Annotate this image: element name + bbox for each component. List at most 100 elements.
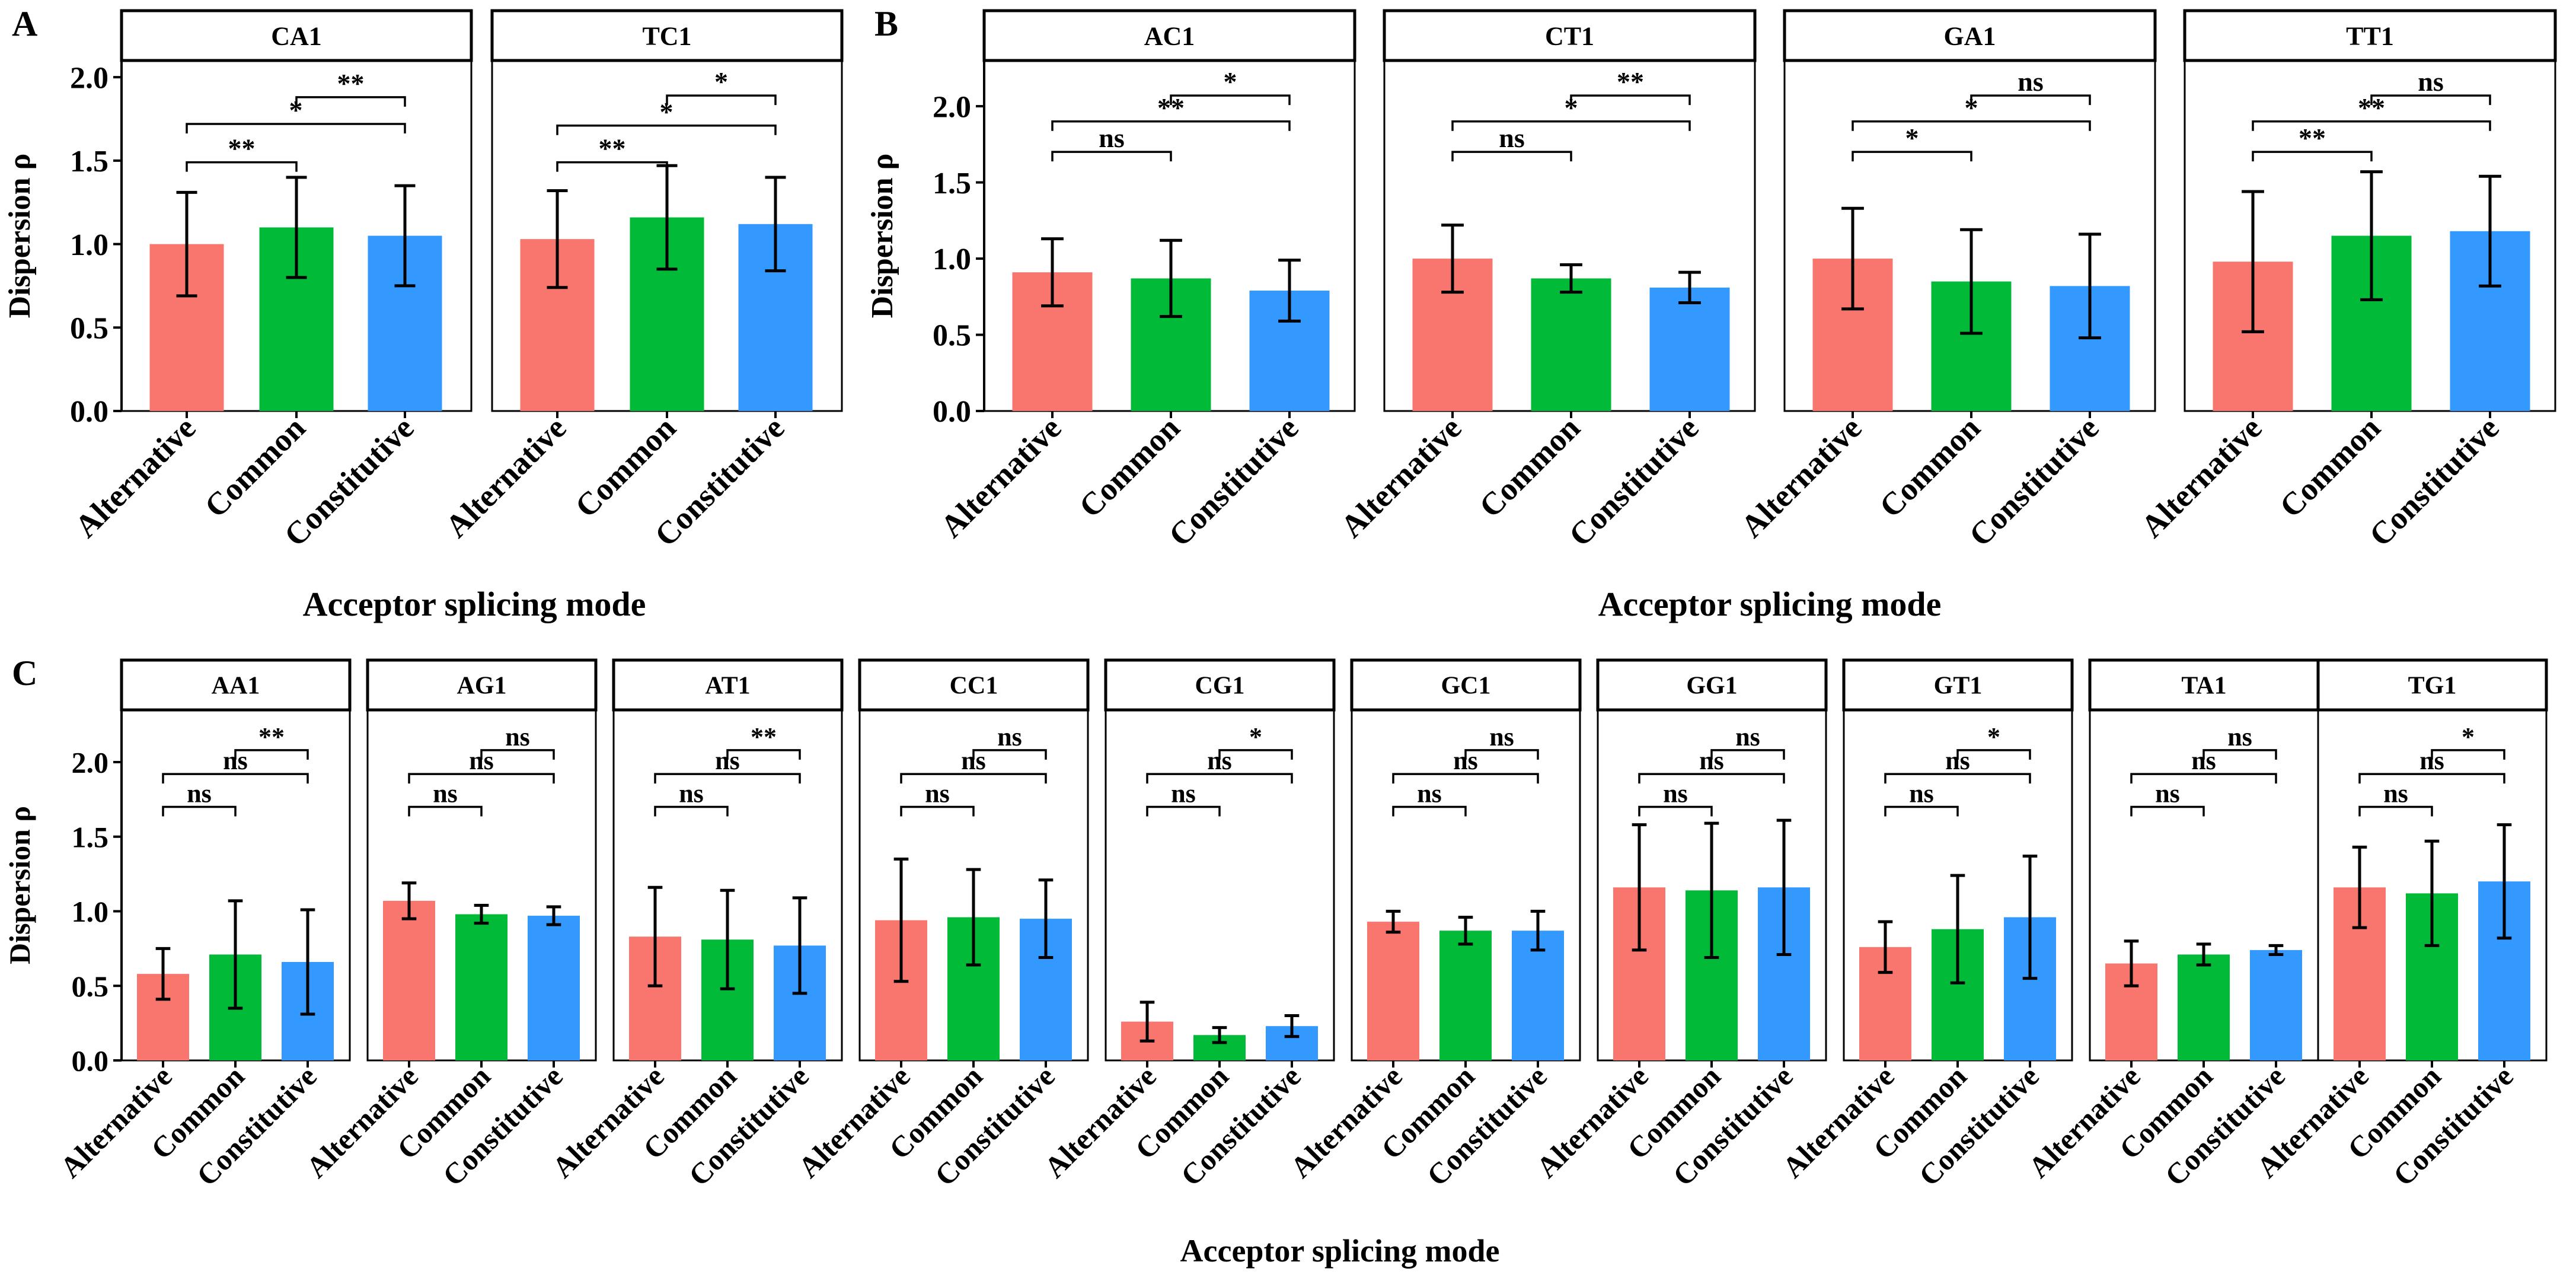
y-tick-label: 0.0 bbox=[933, 395, 971, 429]
x-tick-label: Alternative bbox=[934, 410, 1068, 544]
error-bar bbox=[792, 896, 807, 995]
error-bar bbox=[1278, 259, 1301, 323]
error-bar bbox=[2079, 232, 2101, 340]
x-tick-label: Alternative bbox=[1284, 1059, 1408, 1184]
significance-label: ** bbox=[1617, 66, 1644, 97]
significance-bracket bbox=[2252, 120, 2491, 131]
y-axis-label: Dispersion ρ bbox=[3, 806, 36, 964]
facet-title: TG1 bbox=[2408, 673, 2457, 700]
error-bar bbox=[1776, 818, 1792, 956]
significance-label: ns bbox=[961, 746, 986, 775]
x-tick-label: Alternative bbox=[2022, 1059, 2146, 1184]
bar-constitutive bbox=[2250, 950, 2302, 1060]
significance-bracket bbox=[1852, 120, 2091, 131]
bar-constitutive bbox=[1512, 931, 1564, 1060]
error-bar bbox=[720, 888, 735, 990]
error-bar bbox=[1704, 821, 1719, 959]
x-tick-label: Alternative bbox=[1038, 1059, 1162, 1184]
error-bar bbox=[228, 899, 243, 1010]
facet-title: GC1 bbox=[1441, 673, 1491, 700]
significance-label: * bbox=[660, 97, 673, 127]
error-bar bbox=[1950, 874, 1965, 984]
significance-label: ns bbox=[187, 779, 212, 808]
significance-label: ns bbox=[1453, 746, 1478, 775]
significance-label: * bbox=[1249, 722, 1262, 751]
bar-constitutive bbox=[1649, 287, 1730, 411]
bar-common bbox=[1439, 931, 1492, 1060]
facet-strip bbox=[612, 658, 844, 712]
y-tick-label: 0.0 bbox=[70, 395, 108, 429]
panel-A: A Dispersion ρ 0.0 0.5 1.0 1.5 2.0 Acceptor spl… bbox=[3, 4, 844, 623]
significance-bracket bbox=[2130, 773, 2277, 784]
significance-label: ns bbox=[997, 722, 1022, 751]
significance-label: ns bbox=[2155, 779, 2180, 808]
significance-label: ns bbox=[2418, 66, 2443, 97]
significance-label: ** bbox=[599, 133, 626, 164]
significance-bracket bbox=[1218, 749, 1293, 760]
significance-bracket bbox=[1638, 805, 1713, 817]
panel-label: A bbox=[12, 4, 37, 43]
significance-bracket bbox=[900, 805, 975, 817]
significance-bracket bbox=[186, 123, 406, 133]
error-bar bbox=[1960, 228, 1983, 335]
significance-label: ns bbox=[2018, 66, 2043, 97]
facet-title: AC1 bbox=[1144, 21, 1195, 50]
error-bar bbox=[966, 868, 981, 967]
panel-label: C bbox=[12, 654, 37, 693]
error-bar bbox=[300, 908, 315, 1016]
significance-bracket bbox=[1146, 805, 1221, 817]
error-bar bbox=[546, 905, 561, 926]
error-bar bbox=[1386, 910, 1401, 934]
error-bar bbox=[1284, 1014, 1300, 1038]
significance-label: ** bbox=[228, 133, 256, 164]
facet-title: AT1 bbox=[705, 673, 750, 700]
panel-label: B bbox=[874, 4, 898, 43]
significance-label: ns bbox=[1099, 123, 1124, 153]
significance-bracket bbox=[556, 161, 668, 172]
x-tick-label: Common bbox=[2272, 410, 2387, 524]
facet-strip bbox=[1842, 658, 2074, 712]
facet-title: CT1 bbox=[1545, 21, 1594, 50]
panel-C: C Dispersion ρ 0.0 0.5 1.0 1.5 2.0 Acceptor spl… bbox=[3, 654, 2548, 1269]
facet-strip bbox=[366, 658, 598, 712]
significance-bracket bbox=[1392, 805, 1467, 817]
significance-label: * bbox=[1224, 66, 1237, 97]
error-bar bbox=[547, 189, 568, 289]
significance-label: ns bbox=[2419, 746, 2444, 775]
facet-title: GA1 bbox=[1944, 21, 1996, 50]
y-tick-label: 1.5 bbox=[72, 820, 109, 853]
error-bar bbox=[2424, 839, 2440, 947]
significance-bracket bbox=[654, 805, 729, 817]
significance-bracket bbox=[1464, 749, 1539, 760]
error-bar bbox=[394, 184, 416, 288]
y-tick-label: 0.0 bbox=[72, 1044, 109, 1078]
facet-strip bbox=[2316, 658, 2548, 712]
significance-bracket bbox=[556, 125, 777, 135]
significance-label: ns bbox=[2191, 746, 2216, 775]
error-bar bbox=[765, 176, 786, 273]
facet-title: GG1 bbox=[1686, 673, 1737, 700]
significance-label: ns bbox=[433, 779, 458, 808]
x-tick-label: Alternative bbox=[1734, 410, 1869, 544]
facet-title: CC1 bbox=[950, 673, 998, 700]
bar-constitutive bbox=[528, 916, 580, 1060]
error-bar bbox=[1212, 1026, 1227, 1044]
y-axis-label: Dispersion ρ bbox=[866, 154, 899, 318]
x-tick-label: Alternative bbox=[68, 410, 203, 544]
significance-bracket bbox=[1051, 151, 1172, 162]
significance-bracket bbox=[1884, 773, 2031, 784]
error-bar bbox=[2497, 823, 2512, 940]
x-tick-label: Common bbox=[197, 410, 312, 524]
error-bar bbox=[2360, 170, 2383, 301]
significance-bracket bbox=[162, 773, 309, 784]
error-bar bbox=[2268, 944, 2284, 956]
error-bar bbox=[474, 903, 489, 925]
significance-bracket bbox=[2202, 749, 2277, 760]
